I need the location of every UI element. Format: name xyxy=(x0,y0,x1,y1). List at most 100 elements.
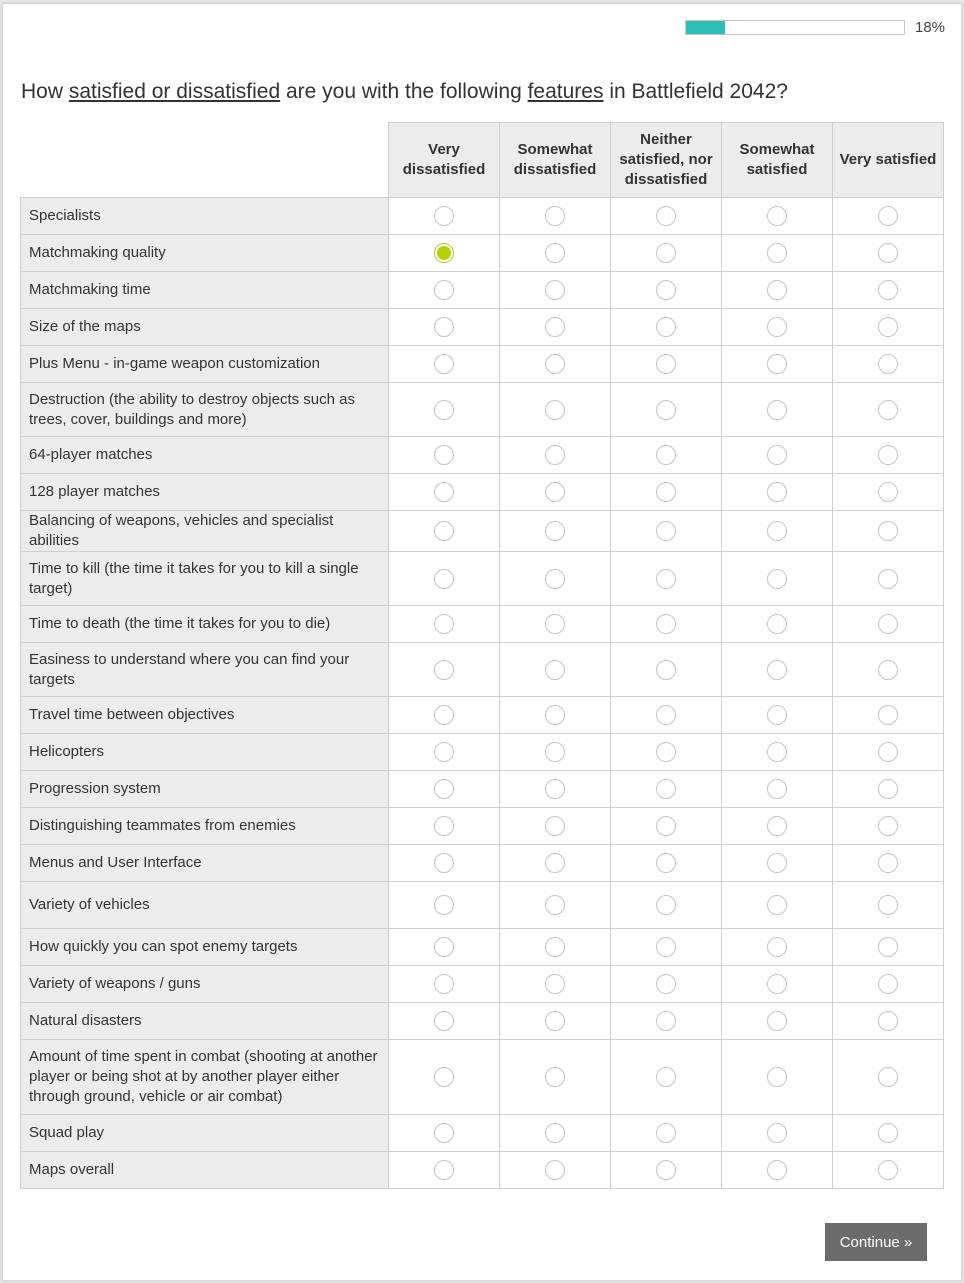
option-cell[interactable] xyxy=(832,1039,944,1115)
radio-button[interactable] xyxy=(545,895,565,915)
option-cell[interactable] xyxy=(832,770,944,808)
radio-button[interactable] xyxy=(434,1160,454,1180)
option-cell[interactable] xyxy=(388,642,500,697)
option-cell[interactable] xyxy=(388,1151,500,1189)
option-cell[interactable] xyxy=(388,844,500,882)
option-cell[interactable] xyxy=(610,197,722,235)
option-cell[interactable] xyxy=(388,1002,500,1040)
radio-button[interactable] xyxy=(878,742,898,762)
radio-button[interactable] xyxy=(767,1067,787,1087)
radio-button[interactable] xyxy=(767,317,787,337)
option-cell[interactable] xyxy=(832,345,944,383)
option-cell[interactable] xyxy=(610,928,722,966)
option-cell[interactable] xyxy=(388,436,500,474)
option-cell[interactable] xyxy=(610,271,722,309)
radio-button[interactable] xyxy=(545,853,565,873)
option-cell[interactable] xyxy=(388,1039,500,1115)
radio-button[interactable] xyxy=(767,568,787,589)
radio-button[interactable] xyxy=(878,1067,898,1087)
option-cell[interactable] xyxy=(832,928,944,966)
radio-button[interactable] xyxy=(545,742,565,762)
radio-button[interactable] xyxy=(656,1011,676,1031)
radio-button[interactable] xyxy=(656,614,676,634)
radio-button[interactable] xyxy=(767,399,787,420)
option-cell[interactable] xyxy=(499,1151,611,1189)
option-cell[interactable] xyxy=(721,510,833,552)
radio-button[interactable] xyxy=(656,937,676,957)
radio-button[interactable] xyxy=(434,779,454,799)
option-cell[interactable] xyxy=(610,844,722,882)
option-cell[interactable] xyxy=(388,345,500,383)
radio-button[interactable] xyxy=(767,445,787,465)
radio-button[interactable] xyxy=(545,1123,565,1143)
radio-button[interactable] xyxy=(434,317,454,337)
radio-button[interactable] xyxy=(878,1160,898,1180)
radio-button[interactable] xyxy=(545,206,565,226)
radio-button[interactable] xyxy=(434,445,454,465)
radio-button[interactable] xyxy=(767,779,787,799)
radio-button[interactable] xyxy=(878,659,898,680)
option-cell[interactable] xyxy=(388,197,500,235)
radio-button[interactable] xyxy=(767,243,787,263)
radio-button[interactable] xyxy=(434,280,454,300)
option-cell[interactable] xyxy=(499,271,611,309)
radio-button[interactable] xyxy=(656,1160,676,1180)
radio-button[interactable] xyxy=(545,779,565,799)
option-cell[interactable] xyxy=(499,1039,611,1115)
radio-button[interactable] xyxy=(656,659,676,680)
radio-button[interactable] xyxy=(878,354,898,374)
radio-button[interactable] xyxy=(545,482,565,502)
radio-button[interactable] xyxy=(878,895,898,915)
option-cell[interactable] xyxy=(610,551,722,606)
radio-button[interactable] xyxy=(656,445,676,465)
option-cell[interactable] xyxy=(388,928,500,966)
option-cell[interactable] xyxy=(388,1114,500,1152)
radio-button[interactable] xyxy=(878,853,898,873)
radio-button[interactable] xyxy=(545,280,565,300)
option-cell[interactable] xyxy=(499,1002,611,1040)
option-cell[interactable] xyxy=(832,844,944,882)
option-cell[interactable] xyxy=(721,345,833,383)
option-cell[interactable] xyxy=(721,197,833,235)
radio-button[interactable] xyxy=(656,482,676,502)
option-cell[interactable] xyxy=(388,271,500,309)
option-cell[interactable] xyxy=(721,436,833,474)
option-cell[interactable] xyxy=(388,807,500,845)
option-cell[interactable] xyxy=(832,197,944,235)
radio-button[interactable] xyxy=(656,779,676,799)
option-cell[interactable] xyxy=(721,1151,833,1189)
option-cell[interactable] xyxy=(499,308,611,346)
option-cell[interactable] xyxy=(388,770,500,808)
option-cell[interactable] xyxy=(721,605,833,643)
radio-button[interactable] xyxy=(434,243,454,263)
radio-button[interactable] xyxy=(656,853,676,873)
option-cell[interactable] xyxy=(499,345,611,383)
radio-button[interactable] xyxy=(767,354,787,374)
option-cell[interactable] xyxy=(721,642,833,697)
radio-button[interactable] xyxy=(878,974,898,994)
radio-button[interactable] xyxy=(656,705,676,725)
radio-button[interactable] xyxy=(767,1011,787,1031)
radio-button[interactable] xyxy=(767,705,787,725)
option-cell[interactable] xyxy=(832,642,944,697)
option-cell[interactable] xyxy=(721,844,833,882)
radio-button[interactable] xyxy=(434,974,454,994)
option-cell[interactable] xyxy=(610,1002,722,1040)
radio-button[interactable] xyxy=(545,521,565,541)
option-cell[interactable] xyxy=(721,1039,833,1115)
radio-button[interactable] xyxy=(545,399,565,420)
option-cell[interactable] xyxy=(721,1114,833,1152)
radio-button[interactable] xyxy=(767,521,787,541)
radio-button[interactable] xyxy=(767,1160,787,1180)
radio-button[interactable] xyxy=(656,1067,676,1087)
option-cell[interactable] xyxy=(721,733,833,771)
radio-button[interactable] xyxy=(656,280,676,300)
option-cell[interactable] xyxy=(499,551,611,606)
option-cell[interactable] xyxy=(832,965,944,1003)
option-cell[interactable] xyxy=(610,1151,722,1189)
option-cell[interactable] xyxy=(832,510,944,552)
radio-button[interactable] xyxy=(656,317,676,337)
radio-button[interactable] xyxy=(656,816,676,836)
option-cell[interactable] xyxy=(388,510,500,552)
option-cell[interactable] xyxy=(610,881,722,929)
